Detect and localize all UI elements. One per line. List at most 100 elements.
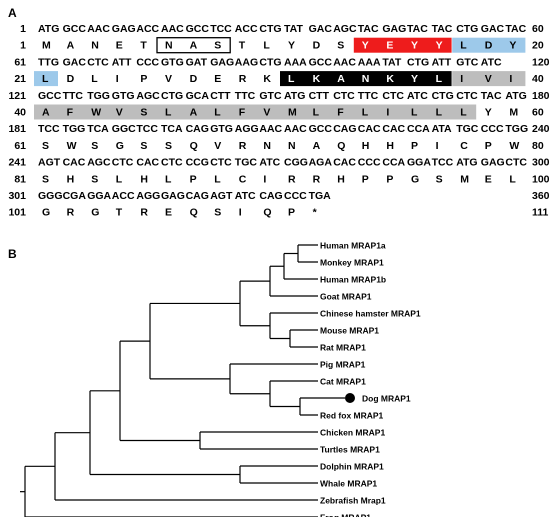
codon: ATC	[481, 56, 502, 68]
amino-acid: V	[214, 140, 221, 152]
amino-acid: D	[313, 40, 321, 52]
codon: CTC	[456, 90, 478, 102]
codon: AGG	[235, 123, 259, 135]
amino-acid: Y	[485, 107, 492, 119]
codon: GTC	[259, 90, 282, 102]
amino-acid: P	[411, 140, 418, 152]
taxon-label: Dolphin MRAP1	[320, 462, 384, 472]
codon: GCC	[63, 23, 87, 35]
codon: GTG	[161, 56, 184, 68]
panel-a-label: A	[8, 6, 17, 20]
codon: CCA	[407, 123, 430, 135]
codon: GGA	[407, 157, 431, 169]
amino-acid: R	[239, 140, 247, 152]
tree-labels: Human MRAP1a Monkey MRAP1 Human MRAP1b Goat…	[320, 241, 421, 517]
codon: CGG	[284, 157, 308, 169]
codon: AGC	[136, 90, 160, 102]
amino-acid: T	[140, 40, 147, 52]
amino-acid: S	[436, 173, 443, 185]
amino-acid: I	[509, 73, 512, 85]
amino-acid: K	[263, 73, 271, 85]
codon: CTG	[161, 90, 183, 102]
codon: CAG	[333, 123, 356, 135]
amino-acid: T	[239, 40, 246, 52]
codon: ACC	[112, 190, 135, 202]
amino-acid: I	[239, 207, 242, 219]
codon: TGG	[63, 123, 86, 135]
amino-acid: R	[140, 207, 148, 219]
amino-acid: S	[140, 140, 147, 152]
codon: TAT	[382, 56, 401, 68]
codon: TGA	[309, 190, 332, 202]
amino-acid: N	[362, 73, 370, 85]
codon: CGA	[63, 190, 87, 202]
amino-acid: S	[42, 173, 49, 185]
codon: GAG	[161, 190, 185, 202]
highlight-box	[280, 71, 452, 87]
codon: GAG	[382, 23, 406, 35]
amino-acid: S	[91, 173, 98, 185]
amino-acid: E	[116, 40, 123, 52]
amino-acid: G	[116, 140, 124, 152]
codon: TTC	[235, 90, 256, 102]
amino-acid: A	[337, 73, 345, 85]
highlight-box	[34, 104, 477, 120]
codon: TAC	[481, 90, 502, 102]
amino-acid: F	[67, 107, 74, 119]
codon: CTG	[407, 56, 429, 68]
row-end-number: 300	[532, 157, 550, 169]
highlight-box	[353, 37, 452, 53]
codon: CTG	[259, 56, 281, 68]
codon: GTC	[456, 56, 479, 68]
row-end-number: 60	[532, 23, 544, 35]
codon: GCC	[186, 23, 210, 35]
codon: GCC	[309, 123, 333, 135]
amino-acid: L	[165, 107, 172, 119]
amino-acid: E	[214, 73, 221, 85]
row-start-number: 81	[14, 173, 26, 185]
codon: TAC	[407, 23, 428, 35]
codon: GGA	[87, 190, 111, 202]
codon: CTG	[456, 23, 478, 35]
codon: AAA	[284, 56, 307, 68]
codon: AGC	[333, 23, 357, 35]
amino-acid: L	[460, 40, 467, 52]
row-end-number: 100	[532, 173, 550, 185]
codon: GAG	[112, 23, 136, 35]
amino-acid: E	[165, 207, 172, 219]
taxon-label: Turtles MRAP1	[320, 445, 380, 455]
codon: TTC	[63, 90, 84, 102]
amino-acid: L	[165, 173, 172, 185]
codon: TTG	[38, 56, 59, 68]
amino-acid: V	[485, 73, 492, 85]
codon: TTC	[358, 90, 379, 102]
amino-acid: L	[436, 73, 443, 85]
amino-acid: M	[509, 107, 518, 119]
codon: TGG	[87, 90, 110, 102]
taxon-label: Human MRAP1b	[320, 275, 386, 285]
amino-acid: R	[313, 173, 321, 185]
taxon-label: Dog MRAP1	[362, 394, 411, 404]
codon: AAC	[284, 123, 307, 135]
amino-acid: L	[116, 173, 123, 185]
amino-acid: S	[214, 40, 221, 52]
amino-acid: *	[313, 207, 318, 219]
amino-acid: L	[91, 73, 98, 85]
codon: TAT	[284, 23, 303, 35]
row-start-number: 101	[8, 207, 26, 219]
amino-acid: K	[313, 73, 321, 85]
row-end-number: 240	[532, 123, 550, 135]
codon: CTG	[259, 23, 281, 35]
amino-acid: A	[190, 107, 198, 119]
amino-acid: R	[67, 207, 75, 219]
row-start-number: 61	[14, 140, 26, 152]
codon: AAC	[87, 23, 110, 35]
amino-acid: P	[386, 173, 393, 185]
amino-acid: A	[313, 140, 321, 152]
row-end-number: 360	[532, 190, 550, 202]
amino-acid: D	[485, 40, 493, 52]
amino-acid: E	[386, 40, 393, 52]
amino-acid: R	[288, 173, 296, 185]
codon: CTC	[333, 90, 355, 102]
amino-acid: L	[313, 107, 320, 119]
